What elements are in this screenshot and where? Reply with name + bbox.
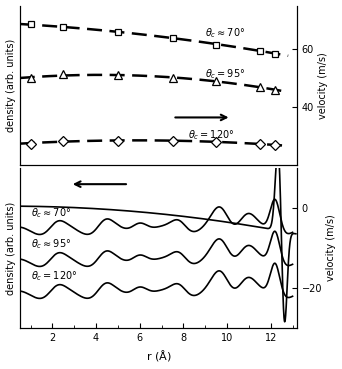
Text: $\theta_c = 120°$: $\theta_c = 120°$: [31, 269, 77, 283]
Y-axis label: velocity (m/s): velocity (m/s): [327, 215, 337, 282]
Text: $\theta_c = 95°$: $\theta_c = 95°$: [205, 67, 246, 81]
Text: $\theta_c \approx 95°$: $\theta_c \approx 95°$: [31, 237, 71, 251]
Y-axis label: velocity (m/s): velocity (m/s): [318, 52, 328, 119]
Text: $\theta_c = 120°$: $\theta_c = 120°$: [188, 128, 234, 142]
Text: $\theta_c \approx 70°$: $\theta_c \approx 70°$: [31, 206, 71, 220]
Y-axis label: density (arb. units): density (arb. units): [5, 201, 15, 295]
X-axis label: r ($\rm\AA$): r ($\rm\AA$): [146, 348, 171, 363]
Y-axis label: density (arb. units): density (arb. units): [5, 39, 15, 132]
Text: $\theta_c \approx 70°$: $\theta_c \approx 70°$: [205, 26, 246, 40]
